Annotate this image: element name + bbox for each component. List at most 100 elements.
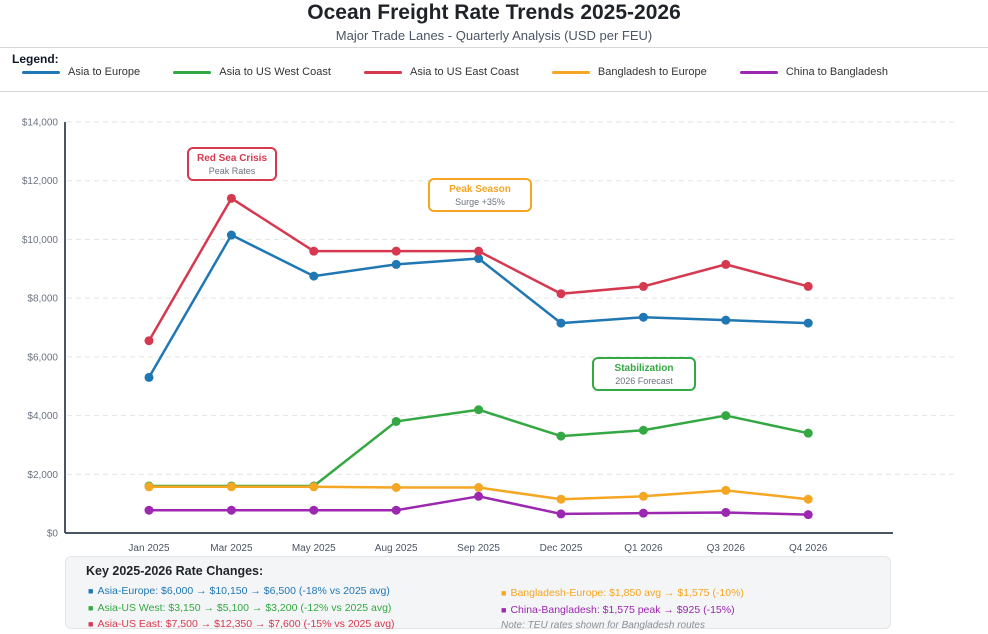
legend-item-china-to-bangladesh: China to Bangladesh	[739, 66, 888, 78]
annotation-title: Peak Season	[449, 184, 511, 195]
x-tick-label: May 2025	[292, 543, 336, 554]
annotation-stabilization: Stabilization 2026 Forecast	[592, 357, 696, 391]
key-changes-heading: Key 2025-2026 Rate Changes:	[86, 564, 264, 578]
data-point-asia-to-europe-jan-2025	[144, 372, 154, 382]
annotation-subtitle: 2026 Forecast	[615, 376, 673, 386]
x-tick-label: Mar 2025	[210, 543, 253, 554]
data-point-asia-to-us-east-coast-q3-2026	[721, 259, 731, 269]
key-change-text: China-Bangladesh: $1,575 peak → $925 (-1…	[510, 603, 735, 616]
header-divider	[0, 47, 988, 48]
annotation-peak-season: Peak Season Surge +35%	[428, 178, 532, 212]
data-point-asia-to-us-east-coast-may-2025	[309, 246, 319, 256]
y-tick-label: $6,000	[27, 352, 58, 363]
data-point-bangladesh-to-europe-aug-2025	[391, 482, 401, 492]
line-swatch-icon	[739, 70, 778, 74]
key-changes-panel: Key 2025-2026 Rate Changes: ■ Asia-Europe…	[65, 556, 891, 631]
data-point-china-to-bangladesh-aug-2025	[391, 505, 401, 515]
legend-item-label: Bangladesh to Europe	[597, 66, 707, 78]
annotation-title: Stabilization	[614, 363, 674, 374]
data-point-asia-to-us-west-coast-dec-2025	[556, 431, 566, 441]
annotation-title: Red Sea Crisis	[196, 153, 268, 164]
data-point-bangladesh-to-europe-may-2025	[309, 482, 319, 492]
data-point-bangladesh-to-europe-mar-2025	[226, 482, 236, 492]
data-point-china-to-bangladesh-jan-2025	[144, 505, 154, 515]
key-change-item-asia-us-east: ■ Asia-US East: $7,500 → $12,350 → $7,600…	[88, 616, 395, 633]
legend-item-label: Asia to Europe	[68, 66, 141, 78]
key-changes-note: Note: TEU rates shown for Bangladesh rou…	[501, 620, 705, 631]
data-point-asia-to-europe-q1-2026	[638, 312, 648, 322]
x-tick-label: Q1 2026	[624, 543, 663, 554]
freight-rate-line-chart: $0 $2,000 $4,000 $6,000 $8,000 $10,000 $12,000…	[22, 118, 958, 554]
y-tick-label: $14,000	[22, 118, 59, 129]
data-point-asia-to-europe-may-2025	[309, 271, 319, 281]
data-point-asia-to-us-west-coast-sep-2025	[474, 405, 484, 415]
annotation-red-sea-crisis: Red Sea Crisis Peak Rates	[187, 147, 277, 181]
data-point-china-to-bangladesh-q4-2026	[803, 510, 813, 520]
data-point-asia-to-us-west-coast-q1-2026	[638, 425, 648, 435]
x-tick-label: Sep 2025	[457, 543, 500, 554]
x-tick-label: Q4 2026	[789, 543, 828, 554]
bullet-square-icon: ■	[501, 588, 507, 598]
y-tick-label: $12,000	[22, 176, 59, 187]
data-point-china-to-bangladesh-mar-2025	[226, 505, 236, 515]
data-point-bangladesh-to-europe-sep-2025	[474, 482, 484, 492]
annotation-subtitle: Surge +35%	[455, 197, 505, 207]
legend-item-label: Asia to US West Coast	[219, 66, 331, 78]
y-tick-label: $10,000	[22, 235, 59, 246]
data-point-asia-to-us-east-coast-q1-2026	[638, 281, 648, 291]
bullet-square-icon: ■	[88, 602, 94, 613]
key-changes-right-column: ■ Bangladesh-Europe: $1,850 avg → $1,575 …	[501, 585, 744, 634]
data-point-asia-to-us-west-coast-q3-2026	[721, 411, 731, 421]
data-point-asia-to-us-east-coast-sep-2025	[474, 246, 484, 256]
data-point-asia-to-us-west-coast-aug-2025	[391, 416, 401, 426]
legend-item-asia-to-europe: Asia to Europe	[22, 66, 140, 78]
legend-label: Legend:	[12, 52, 59, 66]
data-point-asia-to-europe-sep-2025	[474, 254, 484, 264]
chart-legend: Asia to Europe Asia to US West Coast Asi…	[22, 66, 888, 78]
data-point-asia-to-us-west-coast-q4-2026	[803, 428, 813, 438]
data-point-china-to-bangladesh-q1-2026	[638, 508, 648, 518]
x-tick-label: Dec 2025	[540, 543, 583, 554]
data-point-bangladesh-to-europe-jan-2025	[144, 482, 154, 492]
data-point-asia-to-us-east-coast-aug-2025	[391, 246, 401, 256]
y-tick-label: $0	[47, 529, 59, 540]
data-point-asia-to-europe-mar-2025	[226, 230, 236, 240]
key-change-item-asia-europe: ■ Asia-Europe: $6,000 → $10,150 → $6,500 …	[88, 583, 395, 600]
data-point-asia-to-europe-dec-2025	[556, 318, 566, 328]
line-swatch-icon	[173, 70, 212, 74]
data-point-bangladesh-to-europe-q3-2026	[721, 485, 731, 495]
data-point-bangladesh-to-europe-dec-2025	[556, 494, 566, 504]
legend-item-asia-to-us-west-coast: Asia to US West Coast	[173, 66, 331, 78]
y-tick-label: $8,000	[27, 294, 58, 305]
data-point-asia-to-us-east-coast-mar-2025	[226, 193, 236, 203]
line-swatch-icon	[551, 70, 590, 74]
legend-item-label: China to Bangladesh	[785, 66, 888, 78]
key-change-text: Asia-US West: $3,150 → $5,100 → $3,200 (…	[97, 601, 392, 614]
key-change-text: Asia-US East: $7,500 → $12,350 → $7,600 …	[97, 618, 395, 630]
key-change-text: Asia-Europe: $6,000 → $10,150 → $6,500 (…	[97, 585, 390, 597]
data-point-asia-to-us-east-coast-jan-2025	[144, 336, 154, 346]
key-changes-left-column: ■ Asia-Europe: $6,000 → $10,150 → $6,500 …	[88, 583, 395, 633]
data-point-asia-to-europe-aug-2025	[391, 259, 401, 269]
data-point-china-to-bangladesh-sep-2025	[474, 491, 484, 501]
legend-item-label: Asia to US East Coast	[409, 66, 519, 78]
legend-divider	[0, 91, 988, 92]
data-point-bangladesh-to-europe-q1-2026	[638, 491, 648, 501]
annotation-subtitle: Peak Rates	[208, 166, 256, 176]
x-tick-label: Jan 2025	[128, 543, 170, 554]
legend-item-bangladesh-to-europe: Bangladesh to Europe	[551, 66, 707, 78]
y-tick-label: $4,000	[27, 411, 58, 422]
key-change-item-china-bangladesh: ■ China-Bangladesh: $1,575 peak → $925 (-…	[501, 602, 744, 619]
key-change-item-bangladesh-europe: ■ Bangladesh-Europe: $1,850 avg → $1,575 …	[501, 585, 744, 602]
bullet-square-icon: ■	[88, 586, 94, 596]
data-point-china-to-bangladesh-q3-2026	[721, 507, 731, 517]
data-point-asia-to-europe-q4-2026	[803, 318, 813, 328]
data-point-bangladesh-to-europe-q4-2026	[803, 494, 813, 504]
data-point-china-to-bangladesh-may-2025	[309, 505, 319, 515]
data-point-china-to-bangladesh-dec-2025	[556, 509, 566, 519]
data-point-asia-to-europe-q3-2026	[721, 315, 731, 325]
key-change-item-asia-us-west: ■ Asia-US West: $3,150 → $5,100 → $3,200 …	[88, 600, 395, 617]
page-subtitle: Major Trade Lanes - Quarterly Analysis (…	[335, 28, 653, 43]
chart-area: $0 $2,000 $4,000 $6,000 $8,000 $10,000 $12,000…	[0, 108, 988, 556]
